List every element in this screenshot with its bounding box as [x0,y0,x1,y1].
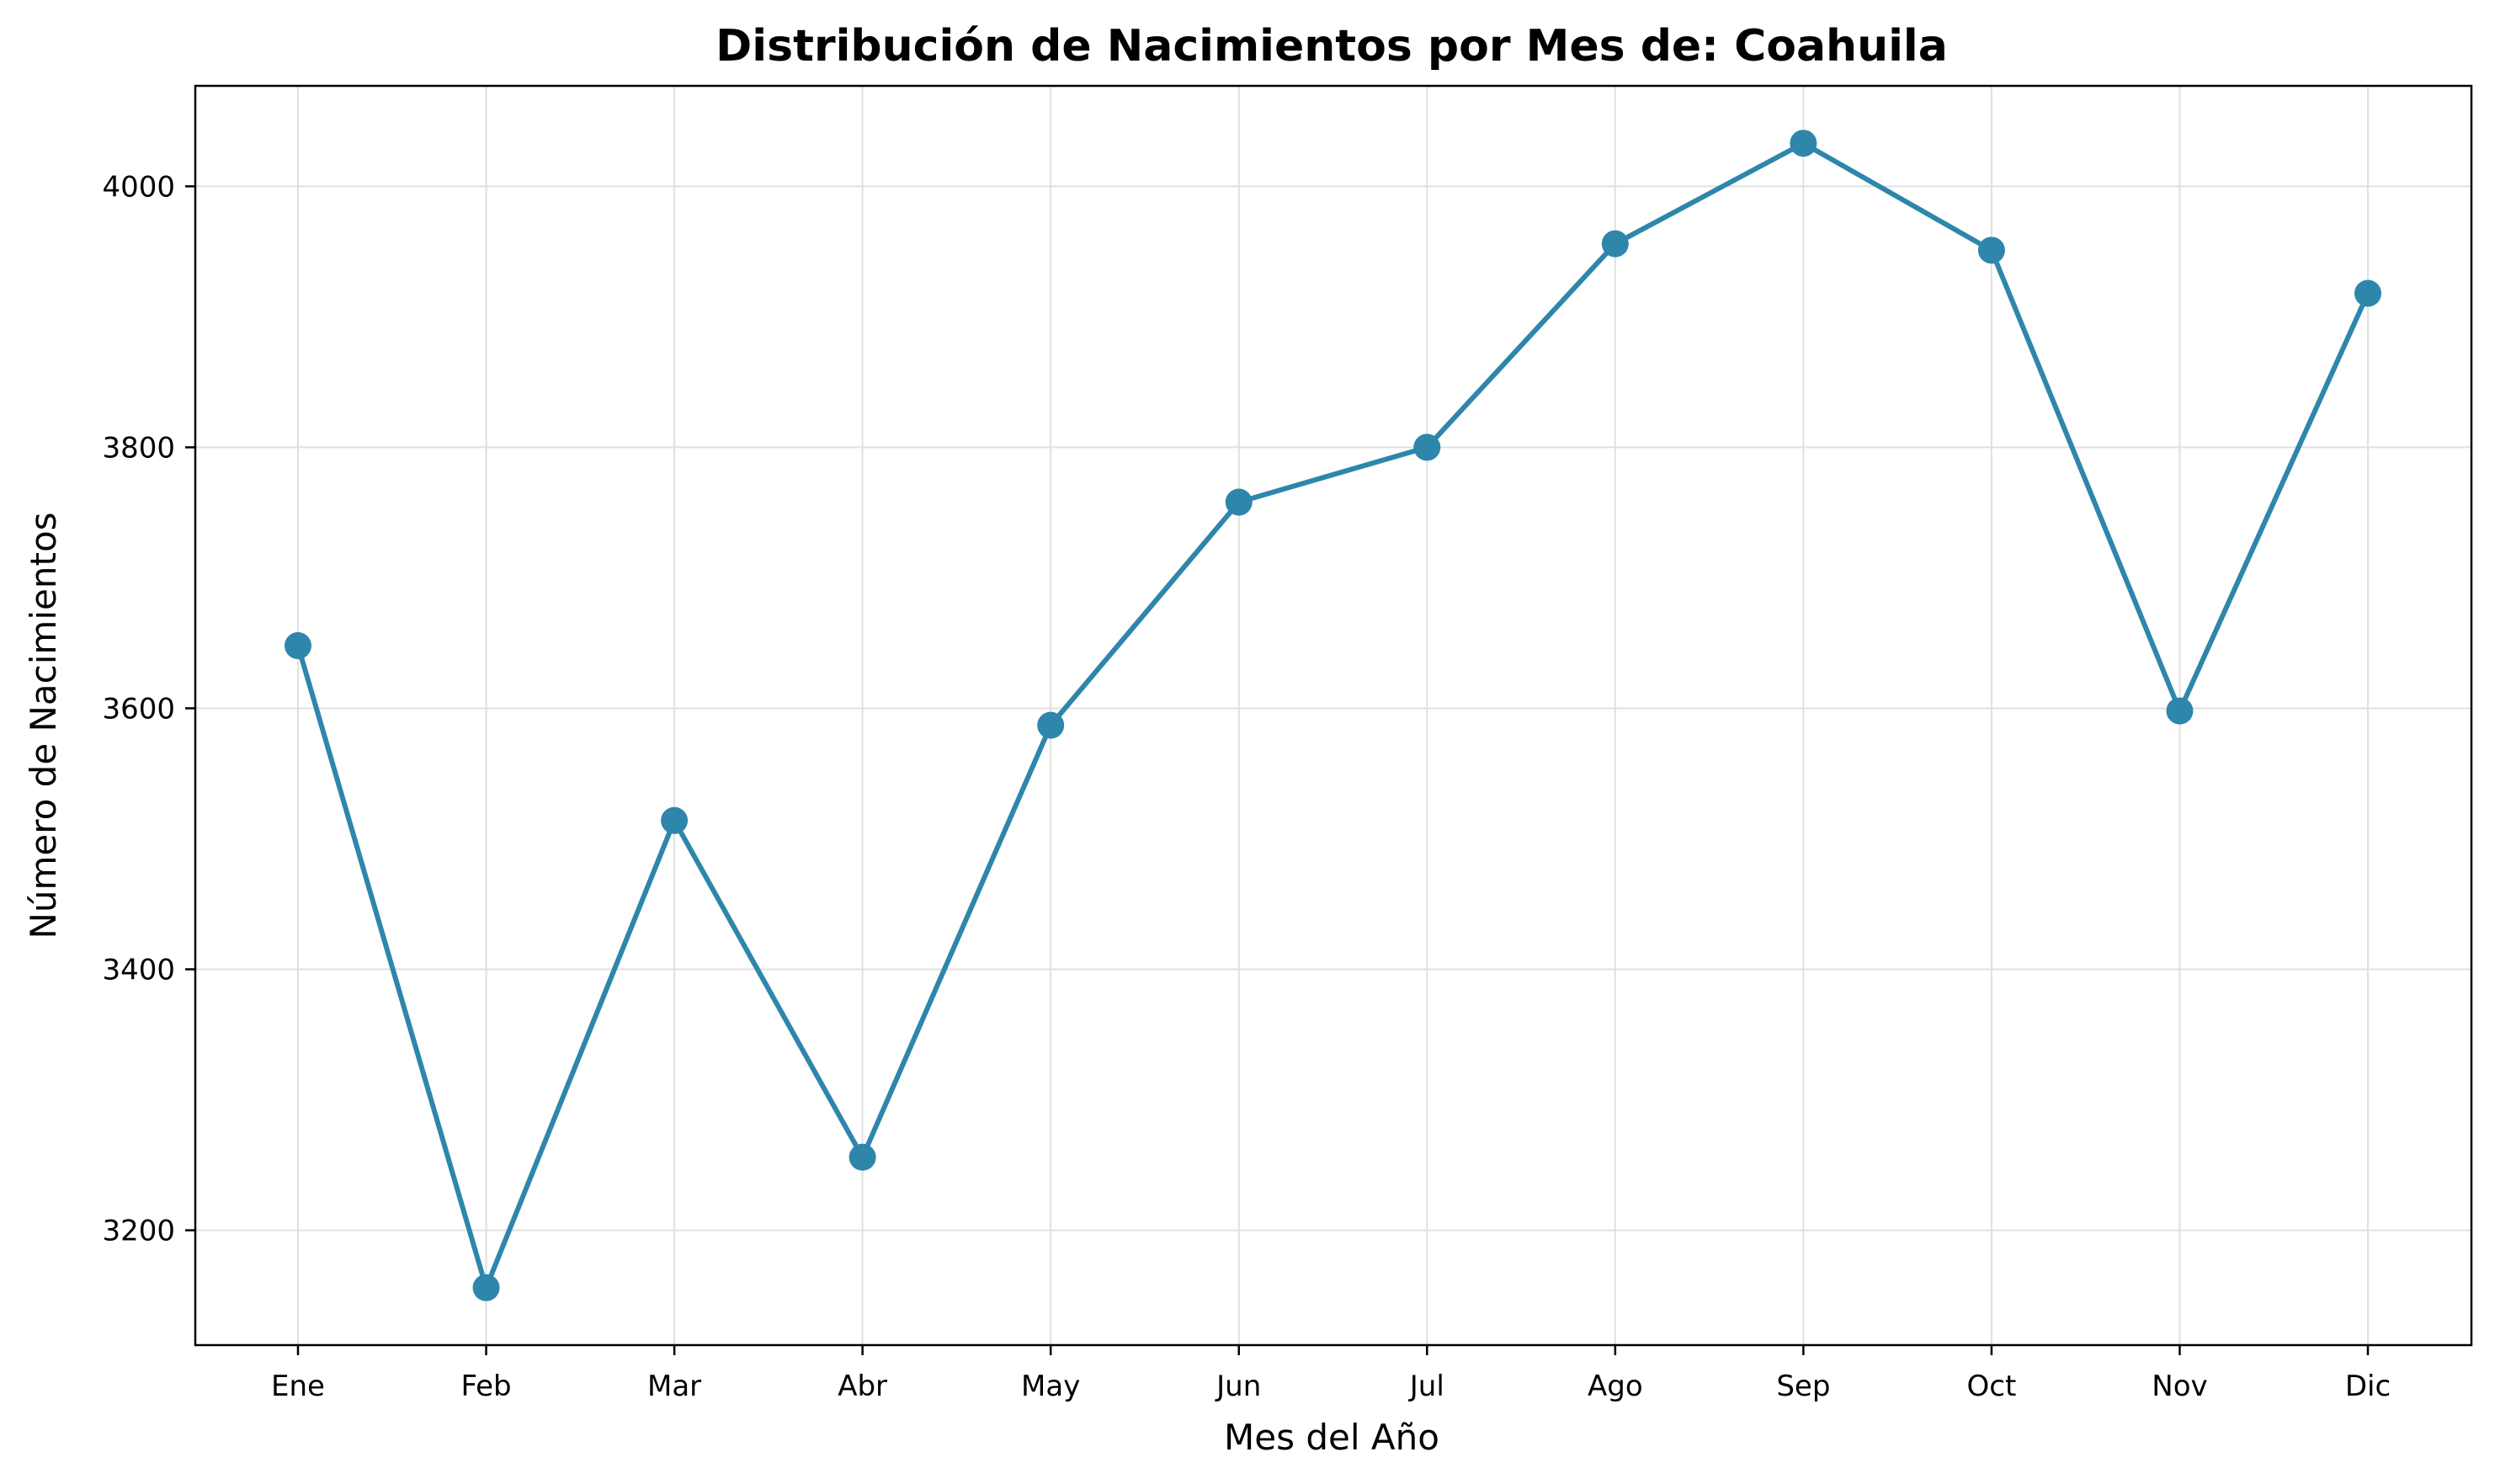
x-tick-label: Feb [460,1370,511,1403]
axes-layer [194,84,2473,1347]
data-point [1601,230,1629,258]
y-axis-label: Número de Nacimientos [23,512,64,939]
y-tick-label: 3200 [102,1215,175,1248]
data-point [2354,279,2381,307]
x-tick-label: Ene [271,1370,325,1403]
x-tick-label: Jul [1408,1370,1444,1403]
x-tick-label: May [1021,1370,1080,1403]
data-point [1225,488,1253,516]
ticks-layer: Ene Feb Mar Abr May Jun Jul Ago Sep Oct Nov Dic 3200… [102,170,2391,1403]
data-point [472,1274,500,1301]
data-point [1037,711,1065,739]
data-point [849,1143,876,1171]
x-tick-label: Jun [1215,1370,1261,1403]
plot-frame [194,84,2473,1347]
data-point [2166,697,2194,725]
chart-title: Distribución de Nacimientos por Mes de: … [716,21,1948,72]
x-tick-label: Oct [1967,1370,2017,1403]
data-point [1790,130,1817,157]
y-tick-label: 3600 [102,692,175,726]
series-line [295,141,2370,1290]
y-tick-label: 3800 [102,431,175,465]
x-tick-label: Sep [1776,1370,1830,1403]
data-point [285,632,311,660]
x-tick-label: Dic [2345,1370,2391,1403]
x-tick-label: Nov [2152,1370,2207,1403]
data-point [661,806,689,834]
x-tick-label: Mar [647,1370,701,1403]
data-point [1413,433,1441,461]
y-tick-label: 3400 [102,954,175,987]
x-tick-label: Abr [838,1370,887,1403]
x-tick-label: Ago [1588,1370,1643,1403]
data-point [1977,237,2005,264]
series-layer [285,130,2381,1301]
y-tick-label: 4000 [102,170,175,204]
x-axis-label: Mes del Año [1224,1417,1439,1458]
